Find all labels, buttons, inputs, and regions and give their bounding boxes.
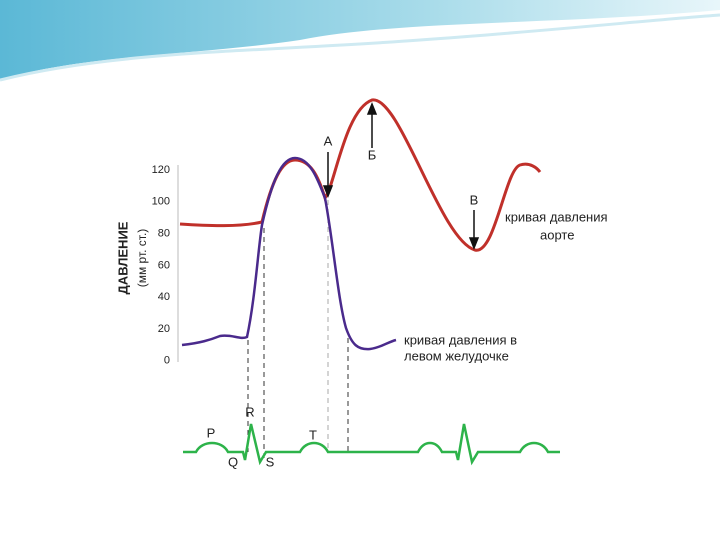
ventricle-label: кривая давления в [404, 332, 517, 347]
aorta-label: аорте [540, 227, 574, 242]
header-line [0, 13, 720, 82]
point-label: В [470, 192, 479, 207]
y-tick-label: 60 [158, 259, 170, 271]
y-ticks: 120 100 80 60 40 20 0 [152, 164, 170, 367]
axis-unit: (мм рт. ст.) [135, 229, 149, 288]
y-tick-label: 0 [164, 355, 170, 367]
ecg-label: S [266, 454, 275, 469]
arrows [322, 101, 480, 251]
point-label: Б [368, 147, 377, 162]
point-label: А [324, 133, 333, 148]
y-tick-label: 100 [152, 196, 170, 208]
y-tick-label: 120 [152, 164, 170, 176]
ecg-label: P [207, 425, 216, 440]
header-wave [0, 0, 720, 80]
y-tick-label: 20 [158, 323, 170, 335]
y-tick-label: 40 [158, 291, 170, 303]
ecg-label: R [245, 404, 254, 419]
y-tick-label: 80 [158, 228, 170, 240]
ecg-trace [183, 423, 560, 466]
figure-panel [100, 85, 635, 483]
ecg-label: Q [228, 454, 238, 469]
dashed-guides [247, 200, 349, 460]
axis-label: ДАВЛЕНИЕ [115, 221, 130, 294]
ecg-label: T [309, 427, 317, 442]
aorta-label: кривая давления [505, 209, 608, 224]
ventricle-curve [181, 156, 397, 351]
ventricle-label: левом желудочке [404, 348, 509, 363]
